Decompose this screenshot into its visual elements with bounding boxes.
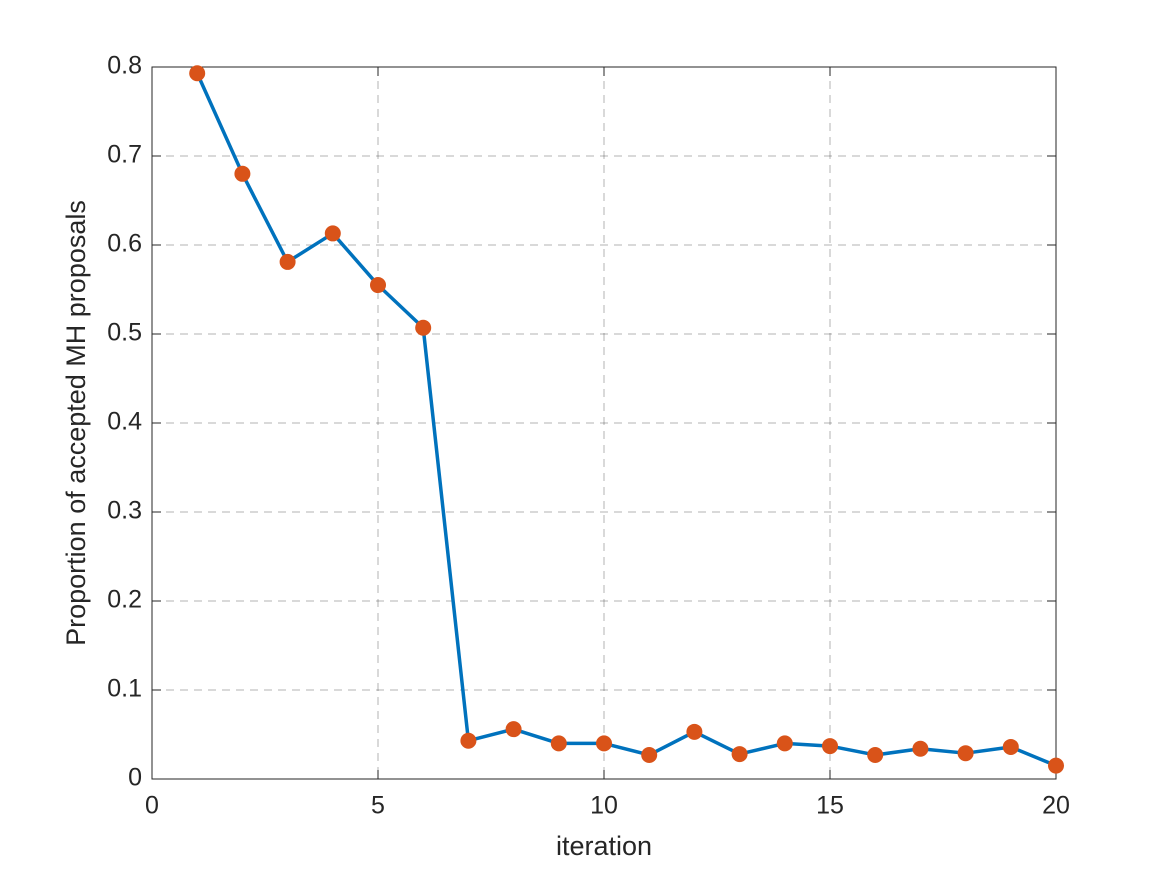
y-tick-label: 0.3 — [107, 497, 142, 525]
data-point — [415, 319, 432, 336]
x-tick-label: 20 — [1042, 792, 1070, 820]
x-tick-label: 10 — [590, 792, 618, 820]
data-point — [460, 732, 477, 749]
data-point — [957, 745, 974, 762]
data-point — [189, 65, 206, 82]
data-point — [731, 746, 748, 763]
x-tick-label: 5 — [371, 792, 385, 820]
y-tick-label: 0.7 — [107, 141, 142, 169]
data-point — [776, 735, 793, 752]
data-point — [641, 746, 658, 763]
data-point — [550, 735, 567, 752]
x-tick-label: 15 — [816, 792, 844, 820]
y-axis-label: Proportion of accepted MH proposals — [61, 200, 91, 646]
data-point — [1002, 738, 1019, 755]
data-point — [596, 735, 612, 752]
y-tick-label: 0.6 — [107, 230, 142, 258]
data-point — [686, 723, 703, 740]
y-tick-label: 0.5 — [107, 319, 142, 347]
data-point — [279, 253, 296, 270]
data-point — [234, 165, 251, 182]
y-tick-label: 0.2 — [107, 586, 142, 614]
y-tick-label: 0.8 — [107, 52, 142, 80]
y-tick-label: 0 — [128, 764, 142, 792]
axes-box — [151, 66, 1057, 780]
data-point — [912, 740, 929, 757]
data-point — [370, 277, 386, 294]
data-point — [1048, 757, 1064, 774]
data-point — [324, 225, 341, 242]
data-point — [505, 721, 522, 738]
data-point — [822, 738, 838, 755]
y-tick-label: 0.4 — [107, 408, 142, 436]
x-axis-label: iteration — [556, 831, 652, 861]
y-tick-label: 0.1 — [107, 675, 142, 703]
data-point — [867, 746, 884, 763]
x-tick-label: 0 — [145, 792, 159, 820]
